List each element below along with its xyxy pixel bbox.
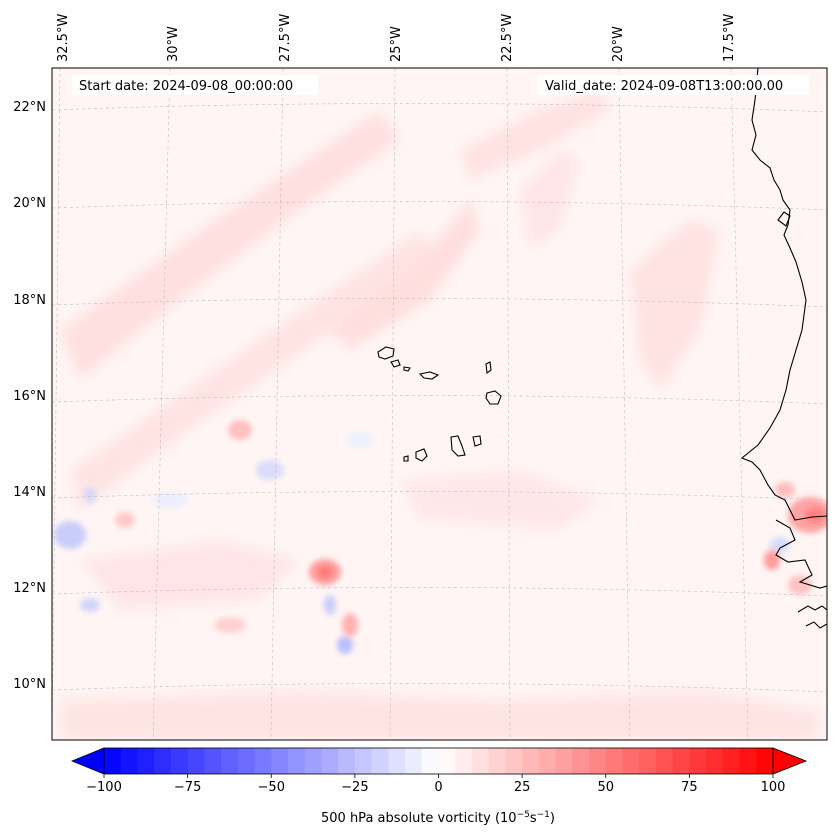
- colorbar-tick-label: −100: [86, 780, 122, 795]
- colorbar-cell: [338, 748, 356, 774]
- colorbar-tick-label: 75: [681, 780, 698, 795]
- colorbar-tick-label: −75: [174, 780, 201, 795]
- colorbar-cell: [572, 748, 590, 774]
- african-coast: [740, 68, 827, 521]
- colorbar-cell: [354, 748, 373, 774]
- colorbar-cell: [104, 748, 122, 774]
- lat-label-14n: 14°N: [13, 485, 46, 500]
- colorbar-cell: [405, 748, 423, 774]
- colorbar-cell: [655, 748, 674, 774]
- colorbar-cell: [555, 748, 573, 774]
- colorbar-cell: [120, 748, 139, 774]
- colorbar-cell: [522, 748, 540, 774]
- colorbar-cell: [388, 748, 406, 774]
- colorbar-cell: [455, 748, 473, 774]
- lat-label-10n: 10°N: [13, 677, 46, 692]
- coastline: [377, 68, 827, 629]
- colorbar-cell: [471, 748, 490, 774]
- colorbar-cell: [254, 748, 272, 774]
- island-santiago: [450, 435, 466, 457]
- colorbar-tick-label: 100: [761, 780, 786, 795]
- colorbar-tick-label: 50: [597, 780, 614, 795]
- colorbar-tick-label: 25: [514, 780, 531, 795]
- colorbar-cell: [672, 748, 690, 774]
- colorbar: −100 −75 −50 −25 0 25 50 75 100 500 hPa absolute…: [70, 747, 808, 826]
- lon-label-32-5w: 32.5°W: [56, 14, 71, 62]
- colorbar-cell: [622, 748, 640, 774]
- colorbar-cell: [170, 748, 189, 774]
- colorbar-cell: [689, 748, 707, 774]
- colorbar-tick-label: 0: [434, 780, 442, 795]
- island-sal: [485, 361, 492, 375]
- colorbar-cell: [605, 748, 624, 774]
- colorbar-cell: [589, 748, 607, 774]
- lon-label-17-5w: 17.5°W: [722, 14, 737, 62]
- colorbar-cell: [321, 748, 339, 774]
- island-santo-antao: [377, 346, 395, 360]
- colorbar-cell: [438, 748, 456, 774]
- start-date-label: Start date: 2024-09-08_00:00:00: [79, 79, 293, 94]
- colorbar-cell: [271, 748, 289, 774]
- colorbar-cell: [237, 748, 256, 774]
- island-fogo: [415, 448, 428, 462]
- colorbar-cell: [304, 748, 323, 774]
- date-banner: Start date: 2024-09-08_00:00:00 Valid_da…: [72, 75, 809, 95]
- lon-label-22-5w: 22.5°W: [500, 14, 515, 62]
- lon-label-25w: 25°W: [389, 26, 404, 62]
- vorticity-field: [54, 90, 827, 740]
- lat-label-18n: 18°N: [13, 293, 46, 308]
- colorbar-cell: [505, 748, 523, 774]
- colorbar-cell: [639, 748, 657, 774]
- colorbar-cell: [756, 748, 774, 774]
- lon-label-30w: 30°W: [166, 26, 181, 62]
- latitude-labels: 22°N 20°N 18°N 16°N 14°N 12°N 10°N: [13, 100, 46, 692]
- colorbar-extend-max: [772, 747, 808, 775]
- colorbar-tick-label: −50: [258, 780, 285, 795]
- island-maio: [472, 435, 482, 447]
- lat-label-22n: 22°N: [13, 100, 46, 115]
- colorbar-ticks: −100 −75 −50 −25 0 25 50 75 100: [86, 774, 785, 795]
- colorbar-label: 500 hPa absolute vorticity (10−5s−1): [321, 810, 555, 826]
- colorbar-cell: [204, 748, 222, 774]
- lat-label-20n: 20°N: [13, 196, 46, 211]
- colorbar-cell: [538, 748, 557, 774]
- colorbar-cell: [739, 748, 757, 774]
- island-santa-luzia: [403, 366, 411, 372]
- valid-date-label: Valid_date: 2024-09-08T13:00:00.00: [545, 79, 783, 94]
- colorbar-extend-min: [70, 747, 105, 775]
- island-sao-nicolau: [418, 371, 440, 380]
- colorbar-cells: [104, 748, 774, 774]
- map-gridlines: [52, 68, 827, 740]
- lat-label-12n: 12°N: [13, 581, 46, 596]
- colorbar-cell: [371, 748, 389, 774]
- island-boa-vista: [485, 390, 502, 405]
- island-brava: [403, 455, 409, 462]
- colorbar-cell: [287, 748, 306, 774]
- colorbar-cell: [421, 748, 440, 774]
- lat-label-16n: 16°N: [13, 389, 46, 404]
- colorbar-cell: [187, 748, 205, 774]
- colorbar-cell: [154, 748, 172, 774]
- colorbar-tick-label: −25: [341, 780, 368, 795]
- colorbar-cell: [221, 748, 239, 774]
- map-panel: Start date: 2024-09-08_00:00:00 Valid_da…: [51, 67, 828, 741]
- colorbar-cell: [137, 748, 155, 774]
- colorbar-cell: [706, 748, 724, 774]
- island-sao-vicente: [390, 359, 401, 368]
- map-frame: [51, 67, 828, 741]
- lon-label-27-5w: 27.5°W: [278, 14, 293, 62]
- longitude-labels: 32.5°W 30°W 27.5°W 25°W 22.5°W 20°W 17.5…: [56, 14, 737, 62]
- lon-label-20w: 20°W: [611, 26, 626, 62]
- colorbar-cell: [722, 748, 741, 774]
- colorbar-cell: [488, 748, 507, 774]
